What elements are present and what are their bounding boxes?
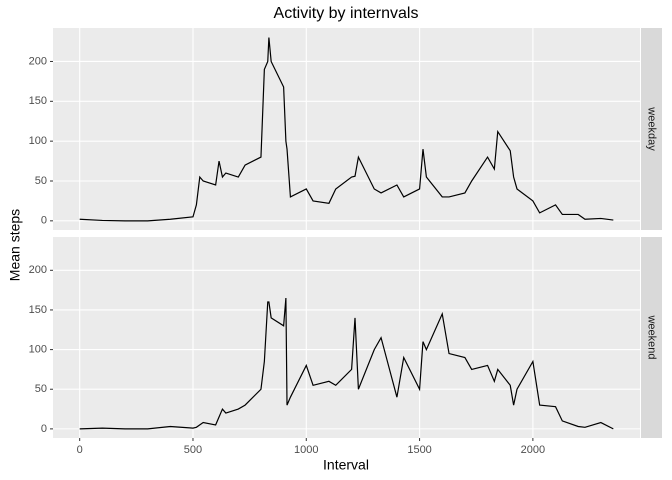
- panel-background: [53, 28, 640, 230]
- strip-background: [641, 237, 662, 438]
- y-tick-label: 100: [29, 343, 47, 355]
- strip-label: weekend: [646, 314, 658, 359]
- strip-label: weekday: [646, 106, 658, 151]
- x-axis-title: Interval: [323, 457, 369, 473]
- strip-background: [641, 28, 662, 230]
- y-tick-label: 0: [41, 215, 47, 227]
- x-tick-label: 2000: [521, 444, 545, 456]
- x-tick-label: 1000: [294, 444, 318, 456]
- x-tick-label: 1500: [407, 444, 431, 456]
- x-tick-label: 0: [77, 444, 83, 456]
- panel-background: [53, 237, 640, 438]
- line: [79, 298, 614, 430]
- y-tick-label: 200: [29, 264, 47, 276]
- y-tick-label: 100: [29, 135, 47, 147]
- y-tick-label: 150: [29, 95, 47, 107]
- line: [79, 37, 614, 222]
- x-tick-label: 500: [184, 444, 202, 456]
- y-tick-label: 50: [35, 175, 47, 187]
- chart-title: Activity by internvals: [274, 5, 419, 22]
- y-tick-label: 0: [41, 423, 47, 435]
- y-tick-label: 150: [29, 304, 47, 316]
- y-tick-label: 200: [29, 55, 47, 67]
- y-tick-label: 50: [35, 383, 47, 395]
- y-axis-title: Mean steps: [7, 209, 23, 281]
